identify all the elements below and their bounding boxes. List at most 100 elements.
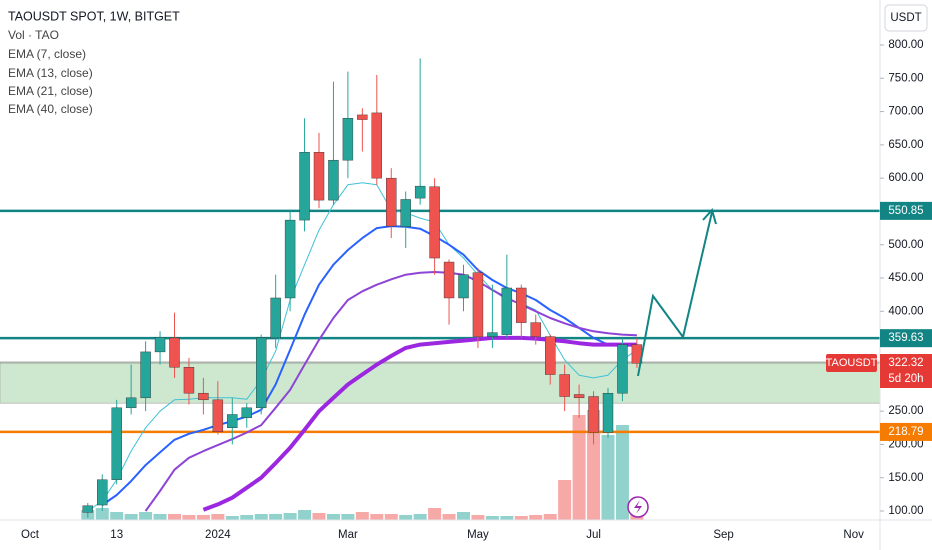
volume-bar [326,514,340,520]
y-tick-label: 100.00 [888,505,923,517]
lightning [634,500,642,514]
ema-line [87,182,638,512]
y-tick-label: 750.00 [888,72,923,84]
candle-body [212,399,224,432]
legend-entry: EMA (13, close) [8,66,93,80]
candle-body [169,337,180,368]
y-tick-label: 450.00 [888,272,923,284]
candle-body [299,151,310,221]
volume-bar [601,435,615,520]
candle-body [386,177,397,227]
volume-bar [254,514,268,520]
candle-body [256,337,267,409]
chart-title: TAOUSDT SPOT, 1W, BITGET [8,9,180,23]
volume-bar [95,508,109,520]
candle-body [270,297,281,339]
zone [0,361,881,404]
volume-bar [225,516,239,520]
candle-body [342,118,354,161]
volume-bar [471,515,485,520]
price-tag-label: 550.85 [888,205,923,217]
candle-body [414,185,426,199]
volume-bar [110,512,124,520]
candle-body [516,287,527,323]
candle-body [313,151,325,201]
y-tick-label: 650.00 [888,139,923,151]
price-tag [880,201,932,220]
legend-entry: EMA (7, close) [8,47,86,61]
volume-bar [124,514,138,520]
y-tick-label: 400.00 [888,305,923,317]
volume-bar [442,514,456,520]
volume-bar [399,515,413,520]
ema-line [202,335,637,512]
x-tick-label: Nov [843,529,864,541]
candle-body [588,396,599,433]
x-tick-label: 2024 [205,529,231,541]
price-tag [880,329,932,348]
forecast-arrow [637,211,713,377]
x-tick-label: Jul [586,529,601,541]
candle-body [241,407,252,419]
volume-bar [269,514,283,520]
symbol-label: TAOUSDT [826,357,878,369]
volume-bar [168,514,181,520]
candle-body [328,159,339,201]
symbol-tag [826,354,877,373]
volume-bar [153,514,167,520]
unit: USDT [890,12,921,24]
volume-bar [587,410,601,520]
legend-volume: Vol · TAO [8,28,59,42]
candle-body [198,392,209,401]
y-tick-label: 500.00 [888,239,923,251]
candle-body [602,392,614,433]
candle-body [125,397,137,409]
volume-bar [529,515,543,520]
volume-bar [558,480,572,520]
y-tick-label: 800.00 [888,39,923,51]
plot-area [0,58,881,520]
candle-body [371,112,382,179]
price-tag-label: 218.79 [888,426,923,438]
candle-body [140,351,151,399]
volume-bar [355,512,369,520]
legend-entry: EMA (21, close) [8,84,93,98]
candle-body [429,186,440,259]
x-tick-label: May [467,529,489,541]
candle-body [487,332,498,337]
volume-bar [182,515,196,520]
volume-bar [211,514,225,520]
last-price-tag [880,354,932,389]
x-tick-label: Sep [713,529,733,541]
volume-bar [341,514,355,520]
y-tick-label: 600.00 [888,172,923,184]
volume-bar [500,516,514,520]
last-price-label: 322.32 [888,357,923,369]
candle-body [617,344,628,394]
candle-body [111,407,122,480]
volume-bar [298,510,312,520]
volume-bar [413,514,427,520]
price-tag-label: 359.63 [888,332,923,344]
ema-line [144,271,637,512]
candle-body [183,367,195,394]
candle-body [97,479,108,506]
volume-bar [370,514,384,520]
volume-bar [615,425,629,520]
x-tick-label: Mar [338,529,358,541]
volume-bar [572,415,586,520]
y-tick-label: 700.00 [888,106,923,118]
volume-bar [384,514,398,520]
candle-body [154,337,166,353]
candle-body [400,199,411,227]
unit-box[interactable] [884,4,928,32]
y-tick-label: 250.00 [888,405,923,417]
x-tick-label: Oct [21,529,40,541]
volume-bar [139,512,153,520]
candle-body [573,394,585,399]
x-tick-label: 13 [110,529,123,541]
volume-bar [196,515,210,520]
ema-line [101,225,637,506]
y-tick-label: 200.00 [888,438,923,450]
